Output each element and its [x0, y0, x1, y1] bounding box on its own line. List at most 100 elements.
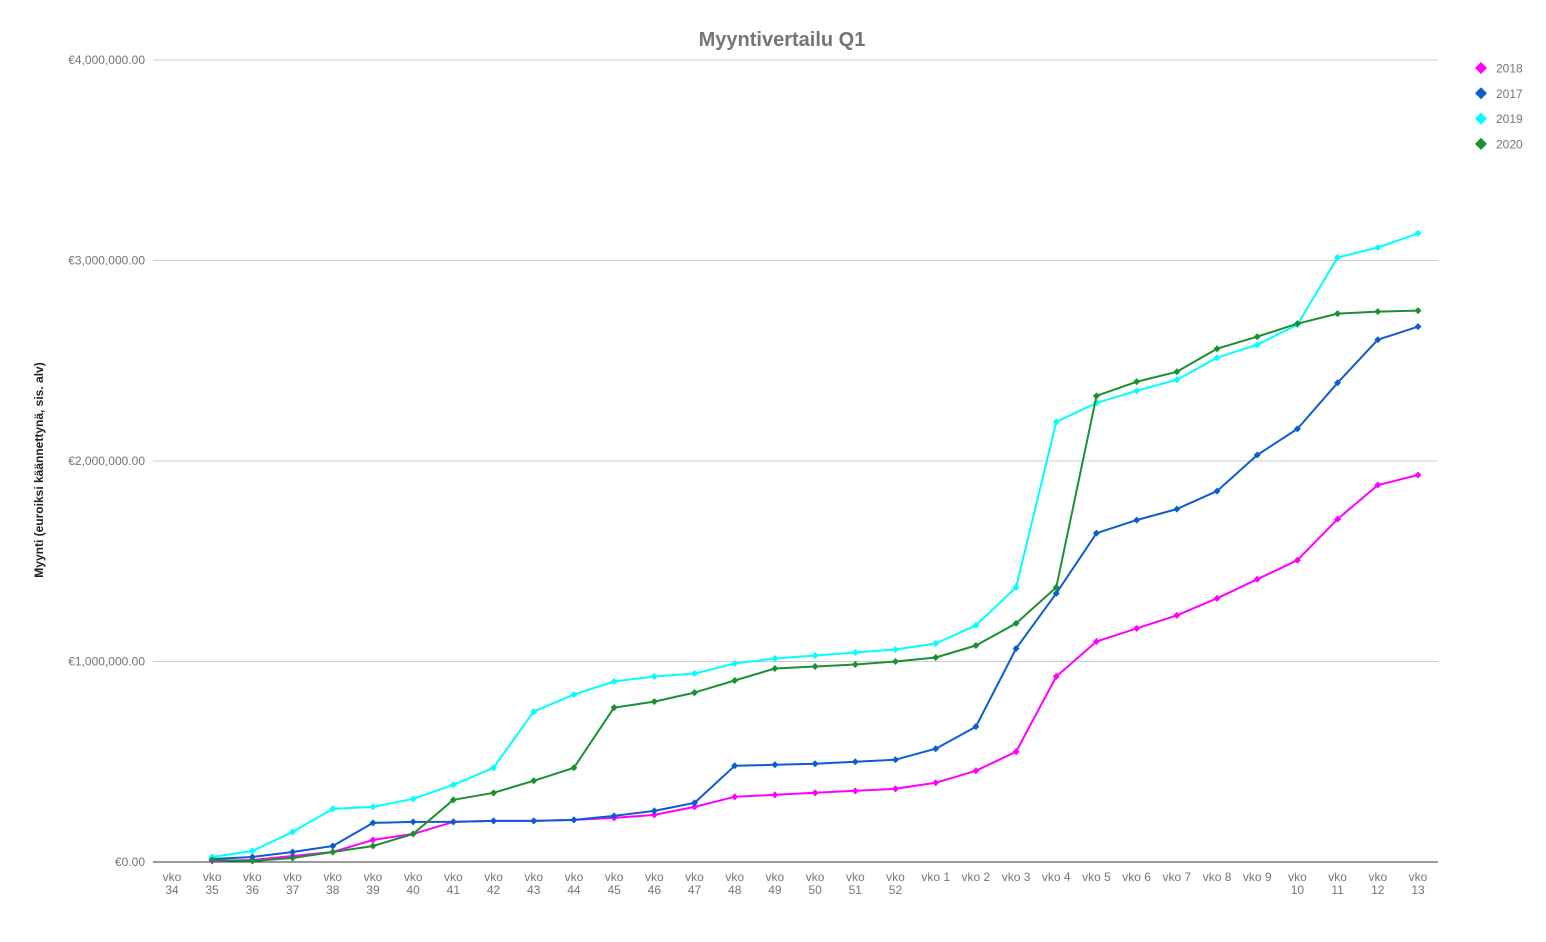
data-point-marker[interactable] — [691, 670, 699, 678]
data-point-marker[interactable] — [409, 818, 417, 826]
data-point-marker[interactable] — [1133, 378, 1141, 386]
data-point-marker[interactable] — [449, 818, 457, 826]
data-point-marker[interactable] — [731, 677, 739, 685]
data-point-marker[interactable] — [851, 661, 859, 669]
data-point-marker[interactable] — [570, 816, 578, 824]
data-point-marker[interactable] — [289, 828, 297, 836]
data-point-marker[interactable] — [771, 665, 779, 673]
data-point-marker[interactable] — [1253, 341, 1261, 349]
data-point-marker[interactable] — [1213, 487, 1221, 495]
data-point-marker[interactable] — [731, 762, 739, 770]
data-point-marker[interactable] — [891, 658, 899, 665]
data-point-marker[interactable] — [1012, 748, 1020, 756]
data-point-marker[interactable] — [811, 760, 819, 768]
data-point-marker[interactable] — [369, 836, 377, 844]
data-point-marker[interactable] — [248, 853, 256, 861]
data-point-marker[interactable] — [691, 799, 699, 807]
data-point-marker[interactable] — [932, 639, 940, 647]
data-point-marker[interactable] — [490, 817, 498, 825]
data-point-marker[interactable] — [1173, 376, 1181, 384]
data-point-marker[interactable] — [650, 811, 658, 819]
data-point-marker[interactable] — [932, 745, 940, 753]
data-point-marker[interactable] — [1133, 387, 1141, 395]
data-point-marker[interactable] — [1052, 673, 1060, 681]
data-point-marker[interactable] — [369, 819, 377, 827]
data-point-marker[interactable] — [248, 857, 256, 865]
data-point-marker[interactable] — [1334, 253, 1342, 261]
data-point-marker[interactable] — [1213, 594, 1221, 602]
data-point-marker[interactable] — [208, 856, 216, 864]
data-point-marker[interactable] — [650, 807, 658, 815]
data-point-marker[interactable] — [1414, 323, 1422, 331]
data-point-marker[interactable] — [650, 698, 658, 706]
data-point-marker[interactable] — [369, 842, 377, 850]
data-point-marker[interactable] — [731, 660, 739, 668]
data-point-marker[interactable] — [1133, 624, 1141, 632]
data-point-marker[interactable] — [1414, 307, 1422, 315]
data-point-marker[interactable] — [1012, 619, 1020, 627]
legend-item-2019[interactable]: 2019 — [1475, 112, 1523, 126]
data-point-marker[interactable] — [1133, 516, 1141, 524]
data-point-marker[interactable] — [610, 812, 618, 820]
data-point-marker[interactable] — [490, 789, 498, 797]
data-point-marker[interactable] — [891, 756, 899, 764]
data-point-marker[interactable] — [1052, 589, 1060, 597]
data-point-marker[interactable] — [1334, 379, 1342, 387]
data-point-marker[interactable] — [811, 789, 819, 797]
data-point-marker[interactable] — [449, 796, 457, 804]
data-point-marker[interactable] — [409, 795, 417, 803]
data-point-marker[interactable] — [490, 764, 498, 772]
data-point-marker[interactable] — [972, 621, 980, 629]
data-point-marker[interactable] — [1374, 243, 1382, 251]
data-point-marker[interactable] — [369, 803, 377, 811]
data-point-marker[interactable] — [1012, 583, 1020, 591]
data-point-marker[interactable] — [650, 673, 658, 681]
data-point-marker[interactable] — [409, 830, 417, 838]
data-point-marker[interactable] — [1052, 583, 1060, 591]
data-point-marker[interactable] — [1293, 320, 1301, 328]
data-point-marker[interactable] — [771, 654, 779, 662]
data-point-marker[interactable] — [1253, 451, 1261, 459]
data-point-marker[interactable] — [851, 648, 859, 656]
data-point-marker[interactable] — [1173, 368, 1181, 376]
data-point-marker[interactable] — [530, 817, 538, 825]
data-point-marker[interactable] — [1173, 505, 1181, 513]
data-point-marker[interactable] — [530, 777, 538, 785]
legend-item-2017[interactable]: 2017 — [1475, 87, 1523, 101]
data-point-marker[interactable] — [1092, 392, 1100, 400]
data-point-marker[interactable] — [932, 779, 940, 787]
data-point-marker[interactable] — [811, 651, 819, 659]
data-point-marker[interactable] — [1092, 529, 1100, 537]
data-point-marker[interactable] — [1213, 345, 1221, 353]
data-point-marker[interactable] — [1414, 229, 1422, 237]
data-point-marker[interactable] — [691, 689, 699, 697]
data-point-marker[interactable] — [972, 767, 980, 775]
data-point-marker[interactable] — [731, 793, 739, 801]
data-point-marker[interactable] — [610, 704, 618, 712]
legend-item-2018[interactable]: 2018 — [1475, 62, 1523, 76]
data-point-marker[interactable] — [570, 691, 578, 699]
data-point-marker[interactable] — [691, 803, 699, 811]
data-point-marker[interactable] — [1334, 515, 1342, 523]
data-point-marker[interactable] — [1374, 481, 1382, 489]
data-point-marker[interactable] — [811, 663, 819, 671]
data-point-marker[interactable] — [329, 805, 337, 813]
data-point-marker[interactable] — [289, 854, 297, 862]
data-point-marker[interactable] — [1293, 425, 1301, 433]
data-point-marker[interactable] — [1173, 611, 1181, 619]
data-point-marker[interactable] — [972, 723, 980, 731]
data-point-marker[interactable] — [289, 848, 297, 856]
data-point-marker[interactable] — [1012, 644, 1020, 652]
data-point-marker[interactable] — [1374, 336, 1382, 344]
data-point-marker[interactable] — [851, 758, 859, 766]
data-point-marker[interactable] — [1414, 471, 1422, 479]
data-point-marker[interactable] — [610, 678, 618, 686]
data-point-marker[interactable] — [329, 842, 337, 850]
data-point-marker[interactable] — [248, 847, 256, 855]
data-point-marker[interactable] — [771, 791, 779, 799]
data-point-marker[interactable] — [1213, 354, 1221, 362]
data-point-marker[interactable] — [530, 708, 538, 716]
data-point-marker[interactable] — [891, 785, 899, 793]
data-point-marker[interactable] — [1334, 310, 1342, 318]
data-point-marker[interactable] — [1374, 308, 1382, 316]
